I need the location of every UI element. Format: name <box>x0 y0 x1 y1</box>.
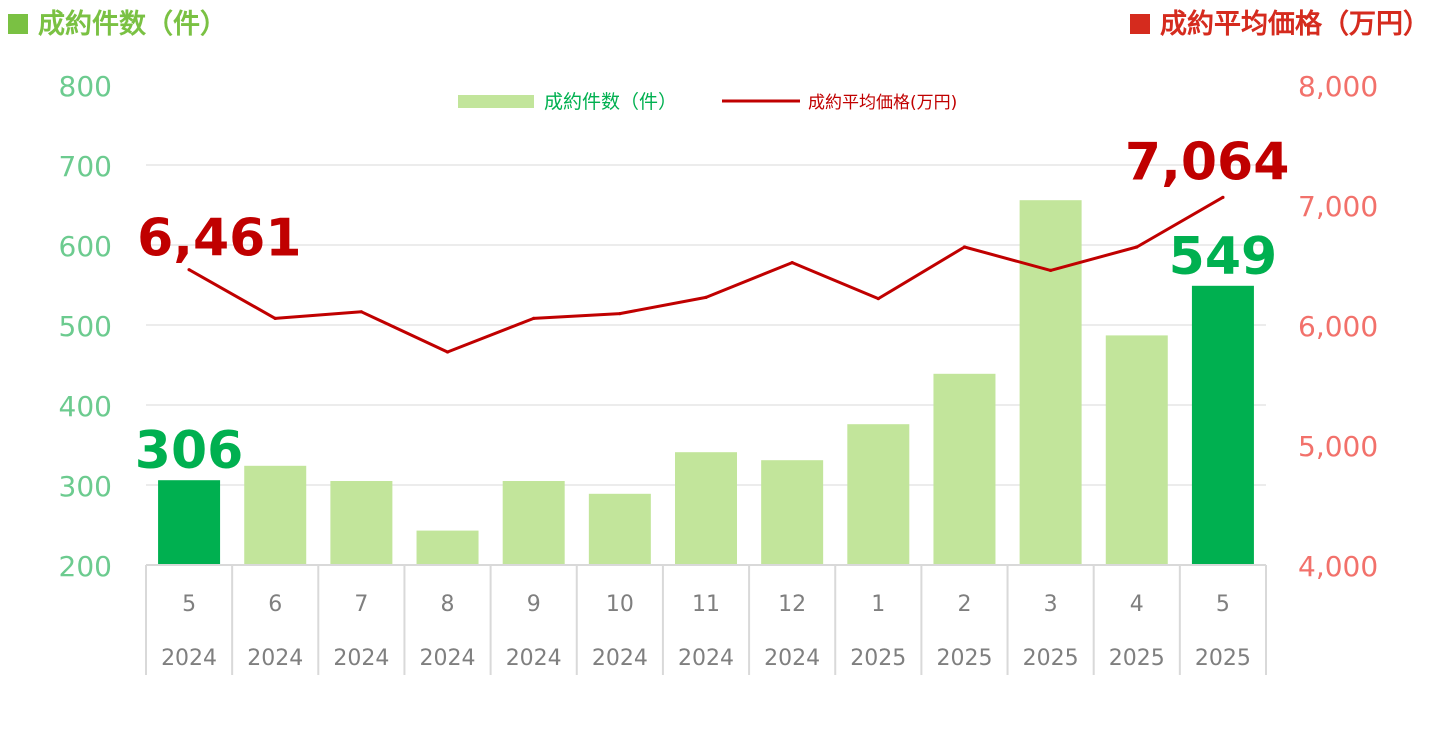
bar <box>588 493 651 565</box>
line-data-label: 6,461 <box>137 209 301 269</box>
month-label: 11 <box>692 592 720 617</box>
month-label: 6 <box>268 592 282 617</box>
line-point <box>962 245 967 249</box>
bar <box>1191 285 1254 565</box>
line-point <box>1049 268 1053 272</box>
bar-data-label: 549 <box>1169 227 1278 287</box>
bar <box>416 530 479 565</box>
line-point <box>704 295 708 299</box>
line-point <box>532 316 536 320</box>
legend-bar-swatch <box>458 95 534 108</box>
month-label: 5 <box>1216 592 1230 617</box>
right-axis-tick-label: 4,000 <box>1298 550 1378 583</box>
right-axis-tick-label: 6,000 <box>1298 310 1378 343</box>
month-label: 8 <box>441 592 455 617</box>
month-label: 5 <box>182 592 196 617</box>
grid-lines <box>146 164 1266 486</box>
month-label: 1 <box>871 592 885 617</box>
year-label: 2024 <box>506 646 562 671</box>
left-axis-tick-label: 300 <box>59 470 112 503</box>
left-header-square-icon <box>8 14 28 34</box>
year-label: 2024 <box>592 646 648 671</box>
left-axis-tick-label: 600 <box>59 230 112 263</box>
bar-data-label: 306 <box>135 421 244 481</box>
bar <box>158 480 221 565</box>
year-label: 2024 <box>333 646 389 671</box>
year-label: 2024 <box>678 646 734 671</box>
bar-series <box>158 200 1254 565</box>
line-point <box>445 350 450 354</box>
bar <box>1019 200 1082 565</box>
month-label: 12 <box>778 592 806 617</box>
month-label: 9 <box>527 592 541 617</box>
line-point <box>1221 195 1225 199</box>
right-axis-tick-label: 8,000 <box>1298 70 1378 103</box>
left-axis-tick-label: 200 <box>59 550 112 583</box>
left-axis-header: 成約件数（件） <box>8 2 227 41</box>
bar <box>933 373 996 565</box>
month-label: 4 <box>1130 592 1144 617</box>
line-series <box>187 195 1225 354</box>
right-axis-tick-label: 7,000 <box>1298 190 1378 223</box>
year-label: 2025 <box>936 646 992 671</box>
year-label: 2024 <box>764 646 820 671</box>
line-point <box>876 297 880 301</box>
left-axis-tick-label: 700 <box>59 150 112 183</box>
year-label: 2025 <box>850 646 906 671</box>
bar <box>330 481 393 565</box>
line-data-label: 7,064 <box>1125 132 1289 192</box>
line-point <box>790 261 794 265</box>
axes: 200 300 400 500 600 700 800 4,000 5,000 6,000 7,00… <box>59 70 1378 675</box>
bar <box>761 460 824 565</box>
left-axis-tick-label: 800 <box>59 70 112 103</box>
bar <box>675 452 737 565</box>
year-label: 2025 <box>1023 646 1079 671</box>
month-label: 2 <box>957 592 971 617</box>
month-label: 7 <box>354 592 368 617</box>
year-label: 2025 <box>1109 646 1165 671</box>
month-label: 3 <box>1044 592 1058 617</box>
bar <box>244 465 307 565</box>
data-labels: 306 549 6,461 7,064 <box>135 132 1290 481</box>
line-point <box>359 310 363 314</box>
year-label: 2024 <box>161 646 217 671</box>
right-header-square-icon <box>1130 14 1150 34</box>
line-point <box>1135 245 1139 249</box>
bar <box>847 424 910 565</box>
left-axis-tick-label: 500 <box>59 310 112 343</box>
legend: 成約件数（件） 成約平均価格(万円) <box>458 91 957 113</box>
bar <box>1105 335 1168 565</box>
left-header-text: 成約件数（件） <box>38 9 227 40</box>
line-point <box>187 268 191 272</box>
right-header-text: 成約平均価格（万円） <box>1160 9 1430 40</box>
month-label: 10 <box>606 592 634 617</box>
line-point <box>273 316 277 320</box>
year-label: 2024 <box>247 646 303 671</box>
legend-line-label: 成約平均価格(万円) <box>808 93 957 113</box>
right-axis-header: 成約平均価格（万円） <box>1130 2 1430 41</box>
year-label: 2025 <box>1195 646 1251 671</box>
left-axis-tick-label: 400 <box>59 390 112 423</box>
right-axis-tick-label: 5,000 <box>1298 430 1378 463</box>
year-label: 2024 <box>420 646 476 671</box>
line-point <box>618 312 622 316</box>
bar <box>502 481 565 565</box>
legend-bar-label: 成約件数（件） <box>544 91 677 113</box>
